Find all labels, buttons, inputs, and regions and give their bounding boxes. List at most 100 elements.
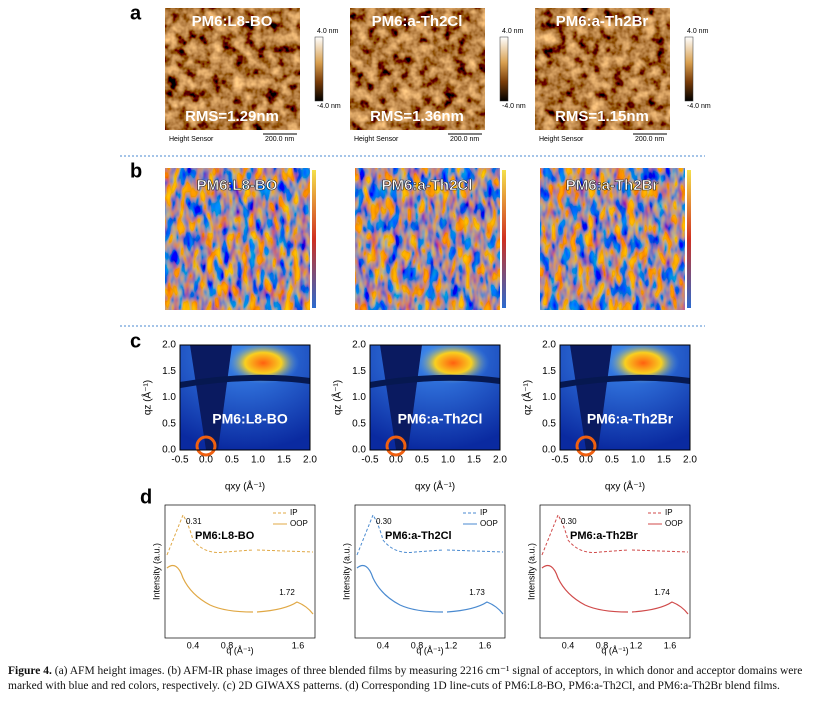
- arc: [369, 374, 501, 388]
- label: -0.5: [171, 455, 189, 466]
- label: 0.0: [579, 455, 593, 466]
- shadow: [190, 345, 232, 450]
- beam-ring: [575, 435, 597, 457]
- label: 0.0: [352, 445, 366, 456]
- label: Intensity (a.u.): [341, 543, 351, 600]
- label: RMS=1.29nm: [185, 108, 279, 125]
- label: 0.5: [225, 455, 239, 466]
- label: 1.6: [664, 640, 677, 650]
- label: 2.0: [542, 340, 556, 351]
- label: qz (Å⁻¹): [521, 380, 534, 415]
- label: 1.0: [251, 455, 265, 466]
- label: 0.0: [199, 455, 213, 466]
- label: 1.2: [630, 640, 643, 650]
- label: a: [130, 2, 142, 24]
- frame: [369, 344, 501, 451]
- label: q (Å⁻¹): [416, 645, 443, 655]
- colorbar: [687, 170, 691, 308]
- shadow: [380, 345, 422, 450]
- label: PM6:a-Th2Cl: [398, 411, 483, 427]
- label: c: [130, 330, 141, 352]
- label: -0.5: [361, 455, 379, 466]
- label: 0.31: [186, 517, 202, 526]
- label: d: [140, 486, 152, 508]
- colorbar: [312, 170, 316, 308]
- arc: [559, 374, 691, 388]
- label: PM6:a-Th2Br: [570, 530, 639, 542]
- label: 0.5: [162, 418, 176, 429]
- label: -4.0 nm: [687, 103, 711, 110]
- label: 1.5: [657, 455, 671, 466]
- label: 1.0: [542, 392, 556, 403]
- label: 1.5: [542, 366, 556, 377]
- frame: [559, 344, 691, 451]
- label: 0.0: [389, 455, 403, 466]
- label: q (Å⁻¹): [226, 645, 253, 655]
- label: PM6:L8-BO: [212, 411, 288, 427]
- label: 0.4: [187, 640, 200, 650]
- afm-image: [535, 8, 670, 130]
- ip-curve: [356, 513, 504, 556]
- label: 0.5: [605, 455, 619, 466]
- label: Height Sensor: [539, 136, 584, 143]
- label: 0.5: [352, 418, 366, 429]
- label: 1.0: [631, 455, 645, 466]
- label: 2.0: [683, 455, 697, 466]
- oop-curve: [166, 565, 314, 615]
- label: 0.0: [542, 445, 556, 456]
- ir-image: [165, 168, 310, 310]
- label: Height Sensor: [354, 136, 399, 143]
- label: 0.4: [377, 640, 390, 650]
- label: 0.30: [561, 517, 577, 526]
- caption: Figure 4. (a) AFM height images. (b) AFM…: [8, 664, 823, 694]
- label: -4.0 nm: [317, 103, 341, 110]
- ip-curve: [166, 513, 314, 556]
- ip-curve: [541, 513, 689, 556]
- label: Height Sensor: [169, 136, 214, 143]
- label: 0.5: [542, 418, 556, 429]
- label: 0.8: [221, 640, 234, 650]
- label: PM6:a-Th2Br: [587, 411, 674, 427]
- label: 0.30: [376, 517, 392, 526]
- label: 1.0: [162, 392, 176, 403]
- frame: [179, 344, 311, 451]
- label: 1.72: [279, 588, 295, 597]
- label: -4.0 nm: [502, 103, 526, 110]
- label: PM6:a-Th2Cl: [372, 13, 463, 30]
- label: 1.5: [162, 366, 176, 377]
- label: PM6:L8-BO: [195, 530, 255, 542]
- label: -0.5: [551, 455, 569, 466]
- label: 1.6: [292, 640, 305, 650]
- label: qz (Å⁻¹): [141, 380, 154, 415]
- label: 2.0: [493, 455, 507, 466]
- label: 200.0 nm: [635, 136, 664, 143]
- label: 1.0: [352, 392, 366, 403]
- label: OOP: [290, 519, 308, 528]
- label: b: [130, 160, 142, 182]
- label: 1.0: [441, 455, 455, 466]
- label: 4.0 nm: [502, 28, 524, 35]
- oop-curve: [541, 565, 689, 615]
- oop-curve: [356, 565, 504, 615]
- label: PM6:a-Th2Cl: [382, 177, 473, 194]
- label: qxy (Å⁻¹): [225, 480, 265, 493]
- plot-frame: [164, 504, 316, 639]
- label: 1.5: [467, 455, 481, 466]
- afm-image: [350, 8, 485, 130]
- label: 0.0: [162, 445, 176, 456]
- label: 0.4: [562, 640, 575, 650]
- label: 4.0 nm: [317, 28, 339, 35]
- label: qxy (Å⁻¹): [605, 480, 645, 493]
- label: 0.8: [411, 640, 424, 650]
- label: 2.0: [352, 340, 366, 351]
- label: 200.0 nm: [450, 136, 479, 143]
- label: qxy (Å⁻¹): [415, 480, 455, 493]
- label: Intensity (a.u.): [526, 543, 536, 600]
- label: 1.2: [445, 640, 458, 650]
- label: 1.5: [352, 366, 366, 377]
- label: 2.0: [162, 340, 176, 351]
- colorbar: [314, 36, 324, 102]
- label: OOP: [480, 519, 498, 528]
- label: IP: [665, 508, 673, 517]
- arc: [179, 374, 311, 388]
